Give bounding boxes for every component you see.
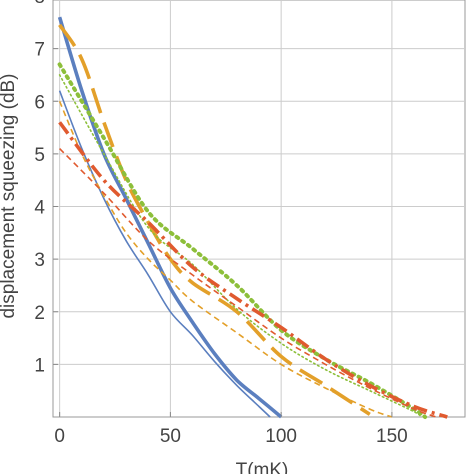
series-line-7: [58, 121, 448, 419]
y-tick-label: 2: [34, 303, 45, 324]
x-tick-label: 100: [265, 426, 297, 447]
series-line-8: [59, 148, 437, 418]
y-axis-label: displacement squeezing (dB): [0, 73, 19, 318]
x-tick-label: 0: [54, 426, 65, 447]
x-tick-label: 50: [160, 426, 181, 447]
y-tick-label: 7: [34, 40, 45, 61]
y-tick-label: 1: [34, 355, 45, 376]
plot-frame: [52, 0, 466, 418]
y-tick-label: 8: [34, 0, 45, 8]
x-axis-label: T(mK): [236, 460, 289, 474]
series-line-1: [57, 16, 283, 419]
y-tick-label: 5: [34, 145, 45, 166]
y-tick-label: 4: [34, 198, 45, 219]
grid: [53, 0, 465, 417]
ticks: 0 50 100 150 1 2 3 4 5 6 7 8: [34, 0, 407, 447]
series-line-3: [58, 23, 371, 416]
x-tick-label: 150: [376, 426, 408, 447]
series-line-4: [58, 100, 393, 418]
series-line-6: [58, 74, 422, 418]
curves: [57, 16, 448, 419]
y-tick-label: 3: [34, 250, 45, 271]
y-tick-label: 6: [34, 92, 45, 113]
